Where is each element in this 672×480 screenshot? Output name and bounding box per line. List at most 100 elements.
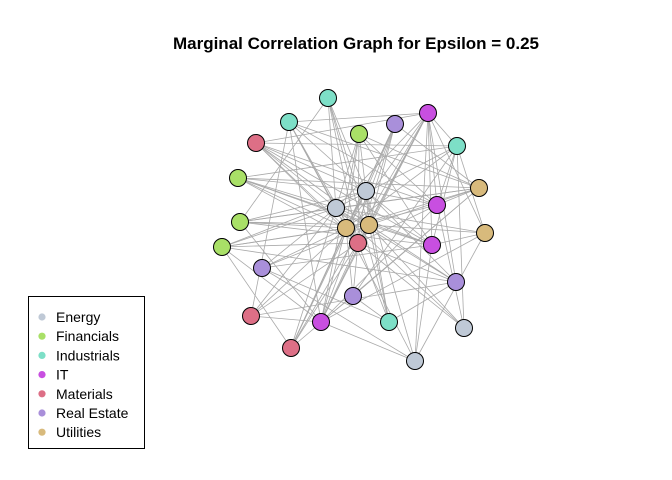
- graph-edge: [368, 224, 465, 329]
- graph-node: [350, 125, 368, 143]
- graph-edge: [431, 232, 486, 246]
- graph-edge: [290, 112, 429, 349]
- graph-edge: [427, 112, 457, 283]
- graph-edge: [357, 242, 390, 323]
- graph-edge: [431, 145, 458, 246]
- graph-edge: [436, 204, 465, 329]
- graph-edge: [414, 232, 486, 362]
- graph-edge: [237, 145, 458, 179]
- graph-node: [282, 339, 300, 357]
- graph-edge: [320, 204, 438, 323]
- graph-edge: [345, 145, 458, 229]
- graph-edge: [239, 187, 480, 223]
- legend-label: Materials: [56, 386, 113, 402]
- graph-edge: [345, 133, 360, 229]
- graph-edge: [239, 221, 322, 323]
- graph-edge: [320, 321, 416, 362]
- legend-marker: [38, 371, 46, 379]
- graph-edge: [261, 227, 347, 269]
- legend-label: Utilities: [56, 424, 101, 440]
- graph-node: [455, 319, 473, 337]
- graph-edge: [239, 190, 367, 223]
- graph-node: [357, 182, 375, 200]
- graph-edge: [237, 177, 347, 229]
- graph-edge: [237, 177, 480, 189]
- graph-edge: [427, 112, 486, 234]
- graph-node: [253, 259, 271, 277]
- graph-node: [428, 196, 446, 214]
- graph-edge: [221, 242, 359, 248]
- graph-edge: [250, 227, 347, 317]
- graph-node: [360, 216, 378, 234]
- legend-label: IT: [56, 367, 69, 383]
- graph-node: [247, 134, 265, 152]
- chart-title: Marginal Correlation Graph for Epsilon =…: [173, 34, 539, 53]
- legend-label: Financials: [56, 328, 119, 344]
- legend-marker: [38, 409, 46, 417]
- graph-edge: [288, 121, 438, 206]
- legend-marker: [38, 390, 46, 398]
- graph-edge: [221, 246, 322, 323]
- graph-edge: [261, 267, 390, 323]
- graph-edge: [388, 281, 457, 323]
- graph-edge: [327, 97, 337, 209]
- graph-node: [213, 238, 231, 256]
- graph-edge: [288, 121, 367, 192]
- graph-edge: [261, 244, 433, 269]
- graph-edge: [237, 177, 359, 244]
- graph-edge: [288, 121, 322, 323]
- graph-edge: [250, 121, 290, 317]
- graph-edge: [358, 133, 433, 246]
- graph-node: [380, 313, 398, 331]
- legend-marker: [38, 332, 46, 340]
- graph-node: [327, 199, 345, 217]
- legend-label: Real Estate: [56, 405, 129, 421]
- graph-node: [344, 287, 362, 305]
- graph-edge: [368, 224, 457, 283]
- graph-edge: [288, 112, 429, 123]
- graph-node: [231, 213, 249, 231]
- graph-edge: [427, 112, 438, 206]
- graph-edges: [221, 97, 486, 362]
- graph-nodes: [213, 89, 494, 370]
- legend: Energy Financials Industrials IT Materials Re…: [28, 296, 145, 449]
- graph-node: [386, 115, 404, 133]
- graph-edge: [320, 242, 359, 323]
- graph-node: [423, 236, 441, 254]
- graph-edge: [427, 112, 433, 246]
- graph-edge: [357, 242, 465, 329]
- graph-edge: [255, 142, 433, 246]
- graph-edge: [320, 112, 429, 323]
- graph-edge: [255, 142, 458, 147]
- graph-edge: [414, 112, 429, 362]
- legend-marker: [38, 428, 46, 436]
- graph-edge: [250, 242, 359, 317]
- graph-edge: [320, 232, 486, 323]
- graph-node: [349, 234, 367, 252]
- graph-edge: [250, 315, 322, 323]
- legend-marker: [38, 351, 46, 359]
- graph-edge: [335, 207, 465, 329]
- graph-edge: [394, 123, 480, 189]
- graph-node: [447, 273, 465, 291]
- graph-edge: [456, 145, 465, 329]
- graph-edge: [290, 242, 359, 349]
- graph-node: [419, 104, 437, 122]
- graph-edge: [221, 246, 457, 283]
- graph-edge: [357, 242, 457, 283]
- graph-edge: [221, 246, 292, 349]
- graph-node: [319, 89, 337, 107]
- graph-node: [448, 137, 466, 155]
- graph-edge: [327, 97, 359, 244]
- graph-edge: [436, 145, 458, 206]
- graph-node: [312, 313, 330, 331]
- graph-edge: [255, 142, 337, 209]
- graph-node: [337, 219, 355, 237]
- graph-node: [229, 169, 247, 187]
- graph-node: [242, 307, 260, 325]
- graph-node: [280, 113, 298, 131]
- graph-edge: [357, 204, 438, 244]
- graph-edge: [358, 133, 367, 192]
- graph-edge: [261, 267, 416, 362]
